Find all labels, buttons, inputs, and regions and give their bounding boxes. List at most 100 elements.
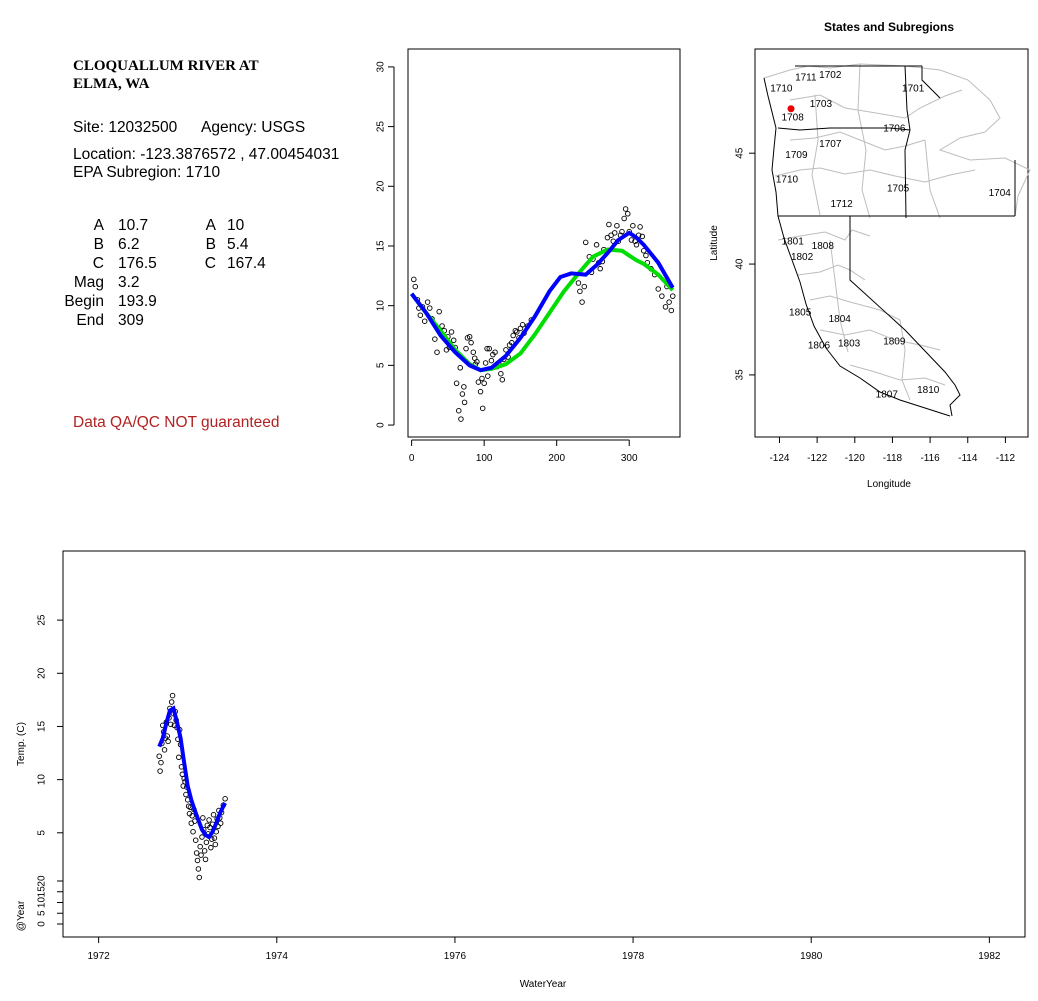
subregion-label: 1712: [830, 199, 853, 210]
seasonal-point: [492, 349, 498, 355]
seasonal-point: [662, 304, 669, 310]
seasonal-y-tick-label: 10: [376, 300, 387, 312]
seasonal-point: [637, 224, 643, 230]
site-id: Site: 12032500: [73, 119, 178, 136]
map-y-tick-label: 45: [735, 147, 746, 159]
seasonal-point: [593, 242, 600, 248]
param-value: 3.2: [118, 274, 140, 291]
param-value: 6.2: [118, 236, 140, 253]
map-x-tick-label: -112: [996, 453, 1016, 464]
seasonal-point: [619, 228, 625, 235]
subregion-label: 1710: [776, 174, 799, 185]
ts-x-tick-label: 1972: [88, 951, 111, 962]
ts-point: [157, 768, 163, 774]
ts-point: [158, 759, 164, 766]
seasonal-point: [510, 332, 516, 339]
seasonal-point: [582, 239, 589, 246]
agency: Agency: USGS: [201, 119, 306, 136]
ts-point: [156, 753, 162, 759]
seasonal-point: [575, 280, 582, 286]
subregion-label: 1701: [902, 84, 925, 95]
timeseries-xlabel: WaterYear: [520, 979, 567, 990]
ts-point: [198, 852, 204, 858]
param-value: 176.5: [118, 255, 157, 272]
ts-point: [208, 844, 214, 851]
map-x-tick-label: -120: [845, 453, 865, 464]
seasonal-point: [450, 337, 457, 344]
seasonal-point: [456, 407, 462, 414]
seasonal-point: [630, 222, 636, 229]
seasonal-point: [639, 233, 646, 240]
ts-y-tick-label: 10: [37, 774, 48, 786]
param-label: C: [92, 255, 104, 272]
epa-subregion: EPA Subregion: 1710: [73, 164, 221, 181]
ts-point: [212, 841, 219, 848]
param-label: End: [76, 312, 104, 329]
ts-point: [211, 835, 218, 841]
seasonal-point: [485, 373, 491, 379]
ts-y-tick-label: 15: [37, 720, 48, 732]
seasonal-x-tick-label: 200: [548, 453, 565, 464]
subregion-label: 1705: [887, 183, 910, 194]
map-title: States and Subregions: [824, 20, 954, 34]
ts-year-tick-label: 10: [37, 897, 48, 909]
ts-point: [199, 834, 205, 840]
param-value: 10: [227, 217, 245, 234]
seasonal-point: [411, 276, 417, 283]
seasonal-point: [488, 357, 495, 364]
seasonal-point: [457, 365, 463, 371]
param-label: B: [93, 236, 104, 253]
ts-point: [192, 837, 199, 843]
timeseries-ylabel2: @Year: [16, 900, 27, 931]
map-ylabel: Latitude: [709, 225, 720, 261]
ts-x-tick-label: 1982: [978, 951, 1001, 962]
map-y-axis: 35 40 45: [735, 147, 756, 381]
seasonal-point: [666, 299, 672, 305]
seasonal-point: [468, 339, 474, 346]
seasonal-point: [461, 399, 468, 406]
param-label: A: [205, 217, 216, 234]
timeseries-fit-curve: [157, 705, 227, 840]
ts-point: [169, 692, 176, 699]
seasonal-y-tick-label: 25: [376, 121, 387, 133]
ts-point: [217, 820, 224, 826]
timeseries-ylabel: Temp. (C): [16, 722, 27, 766]
subregion-label: 1707: [819, 139, 842, 150]
param-value: 309: [118, 312, 144, 329]
param-label: Begin: [64, 293, 104, 310]
seasonal-point: [463, 345, 469, 352]
map-x-tick-label: -118: [883, 453, 903, 464]
seasonal-point: [459, 391, 466, 397]
seasonal-point: [486, 345, 492, 352]
seasonal-x-tick-label: 0: [409, 453, 415, 464]
qa-warning: Data QA/QC NOT guaranteed: [73, 414, 280, 431]
seasonal-y-tick-label: 20: [376, 180, 387, 192]
seasonal-point: [484, 345, 490, 352]
seasonal-point: [659, 293, 665, 299]
ts-year-tick-label: 5: [37, 910, 48, 916]
seasonal-point: [461, 384, 467, 390]
ts-year-tick-label: 20: [37, 875, 48, 887]
subregion-label: 1809: [883, 336, 906, 347]
param-label: C: [204, 255, 216, 272]
ts-point: [206, 817, 212, 823]
ts-point: [193, 850, 200, 856]
map-x-tick-label: -124: [769, 453, 789, 464]
map-y-tick-label: 35: [735, 369, 746, 381]
subregion-boundaries: [763, 63, 1031, 401]
seasonal-y-tick-label: 30: [376, 61, 387, 73]
seasonal-point: [625, 211, 631, 217]
ts-point: [168, 699, 175, 705]
ts-year-tick-label: 15: [37, 886, 48, 898]
seasonal-y-tick-label: 0: [376, 422, 387, 428]
seasonal-point: [597, 265, 603, 272]
seasonal-point: [498, 370, 504, 377]
subregion-label: 1807: [876, 390, 899, 401]
param-value: 167.4: [227, 255, 266, 272]
seasonal-point: [427, 305, 433, 311]
seasonal-point: [474, 359, 480, 365]
seasonal-point: [633, 242, 640, 248]
ts-point: [168, 721, 174, 728]
param-value: 10.7: [118, 217, 149, 234]
